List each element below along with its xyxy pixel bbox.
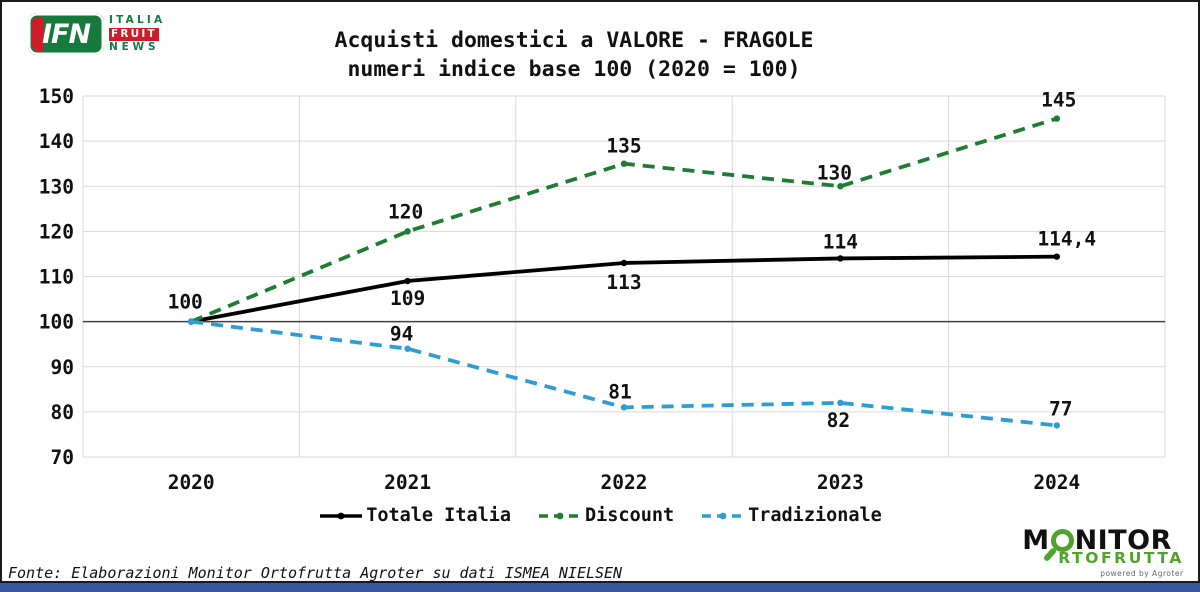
data-label-discount: 135 bbox=[606, 135, 641, 158]
series-point-totale-italia bbox=[404, 277, 411, 285]
data-label-tradizionale: 81 bbox=[608, 380, 631, 403]
series-point-tradizionale bbox=[837, 399, 844, 407]
data-label-totale-italia: 109 bbox=[390, 287, 425, 310]
series-point-tradizionale bbox=[1053, 422, 1061, 429]
series-point-discount bbox=[620, 160, 628, 167]
y-axis-tick-label: 130 bbox=[39, 175, 74, 198]
legend-item-tradizionale: Tradizionale bbox=[700, 505, 882, 526]
ifn-logo: IFN ITALIA FRUIT NEWS bbox=[28, 13, 165, 55]
data-label-discount: 130 bbox=[817, 161, 852, 184]
data-label-totale-italia: 114,4 bbox=[1037, 228, 1096, 251]
magnifier-icon bbox=[1050, 529, 1074, 552]
ifn-abbr: IFN bbox=[41, 18, 91, 50]
data-label-totale-italia: 113 bbox=[606, 271, 641, 294]
y-axis-tick-label: 120 bbox=[39, 220, 74, 243]
legend-marker-totale-italia-icon bbox=[320, 512, 363, 519]
y-axis-tick-label: 80 bbox=[51, 401, 74, 424]
series-point-totale-italia bbox=[837, 255, 844, 262]
chart-title-block: Acquisti domestici a VALORE - FRAGOLE nu… bbox=[170, 26, 978, 84]
ifn-red-stripe bbox=[32, 17, 43, 51]
ifn-wordmark-fruit: FRUIT bbox=[109, 27, 159, 41]
legend-marker-discount-icon bbox=[539, 512, 582, 519]
ifn-badge-icon: IFN bbox=[28, 13, 104, 55]
series-point-tradizionale bbox=[404, 345, 411, 352]
y-axis-tick-label: 140 bbox=[39, 130, 74, 153]
monitor-powered-by: powered by Agroter bbox=[1100, 568, 1184, 578]
data-label-totale-italia: 114 bbox=[823, 230, 858, 253]
data-label-totale-italia: 100 bbox=[168, 291, 203, 314]
data-label-tradizionale: 77 bbox=[1049, 397, 1072, 420]
y-axis-tick-label: 90 bbox=[51, 356, 74, 379]
y-axis-tick-label: 110 bbox=[39, 266, 74, 289]
monitor-word-pre: M bbox=[1022, 525, 1050, 556]
monitor-word-post: NITOR bbox=[1074, 525, 1172, 556]
series-point-tradizionale bbox=[188, 318, 195, 325]
series-point-discount bbox=[1053, 115, 1061, 122]
source-note: Fonte: Elaborazioni Monitor Ortofrutta A… bbox=[8, 564, 623, 582]
series-point-tradizionale bbox=[620, 404, 628, 411]
monitor-ortofrutta-text: RTOFRUTTA bbox=[1058, 549, 1184, 567]
x-axis-tick-label: 2020 bbox=[168, 471, 215, 494]
chart-title: Acquisti domestici a VALORE - FRAGOLE bbox=[334, 28, 814, 53]
data-label-discount: 145 bbox=[1041, 89, 1076, 112]
monitor-ortofrutta-logo: M NITOR RTOFRUTTA powered by Agroter bbox=[1022, 527, 1184, 577]
legend-item-totale-italia: Totale Italia bbox=[318, 505, 511, 526]
y-axis-tick-label: 70 bbox=[51, 446, 74, 469]
series-point-discount bbox=[837, 183, 844, 190]
legend-marker-tradizionale-icon bbox=[702, 512, 745, 519]
y-axis-tick-label: 150 bbox=[39, 85, 74, 108]
ifn-wordmark: ITALIA FRUIT NEWS bbox=[109, 13, 165, 55]
monitor-wordmark: M NITOR bbox=[1022, 527, 1184, 554]
data-label-tradizionale: 82 bbox=[827, 409, 850, 432]
x-axis-tick-label: 2021 bbox=[384, 471, 431, 494]
y-axis-tick-label: 100 bbox=[39, 311, 74, 334]
legend-item-discount: Discount bbox=[537, 505, 674, 526]
x-axis-tick-label: 2023 bbox=[817, 471, 864, 494]
series-point-totale-italia bbox=[620, 259, 628, 267]
chart-legend: Totale Italia Discount Tradizionale bbox=[0, 505, 1200, 526]
x-axis-tick-label: 2024 bbox=[1033, 471, 1080, 494]
series-point-totale-italia bbox=[1053, 253, 1061, 260]
legend-label-totale-italia: Totale Italia bbox=[366, 505, 512, 526]
legend-label-tradizionale: Tradizionale bbox=[748, 505, 882, 526]
ifn-wordmark-italia: ITALIA bbox=[109, 14, 166, 26]
data-label-tradizionale: 94 bbox=[390, 323, 413, 346]
legend-label-discount: Discount bbox=[585, 505, 675, 526]
bottom-accent-bar bbox=[0, 583, 1200, 592]
ifn-wordmark-news: NEWS bbox=[109, 41, 160, 53]
chart-subtitle: numeri indice base 100 (2020 = 100) bbox=[347, 57, 801, 82]
series-point-discount bbox=[404, 228, 411, 235]
x-axis-tick-label: 2022 bbox=[601, 471, 648, 494]
data-label-discount: 120 bbox=[388, 200, 423, 223]
